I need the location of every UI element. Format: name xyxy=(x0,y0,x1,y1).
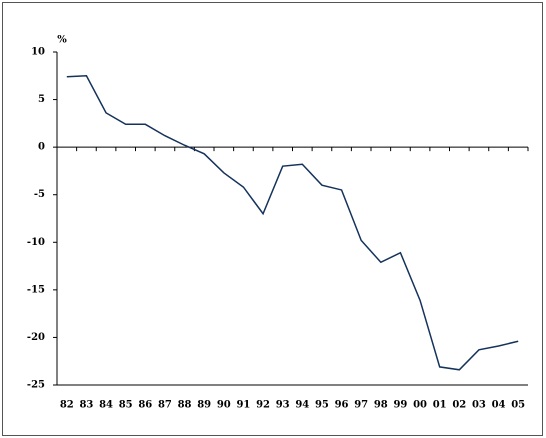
x-tick-label: 93 xyxy=(276,400,290,411)
x-tick-label: 90 xyxy=(217,400,231,411)
x-tick-label: 05 xyxy=(511,400,525,411)
x-tick-label: 02 xyxy=(452,400,466,411)
x-tick-label: 84 xyxy=(99,400,113,411)
x-tick-label: 97 xyxy=(354,400,368,411)
x-tick-label: 86 xyxy=(138,400,152,411)
y-axis-label: % xyxy=(57,35,67,46)
x-tick-label: 98 xyxy=(374,400,388,411)
x-tick-label: 04 xyxy=(492,400,506,411)
x-tick-label: 03 xyxy=(472,400,486,411)
y-tick-label: -25 xyxy=(27,380,45,391)
x-tick-label: 01 xyxy=(433,400,447,411)
y-tick-label: 10 xyxy=(31,47,45,58)
x-tick-label: 87 xyxy=(158,400,172,411)
x-tick-label: 82 xyxy=(60,400,74,411)
data-line xyxy=(66,75,519,371)
x-tick-label: 94 xyxy=(295,400,309,411)
y-tick-label: -10 xyxy=(27,237,45,248)
x-tick-label: 95 xyxy=(315,400,329,411)
x-tick-label: 96 xyxy=(335,400,349,411)
x-tick-label: 99 xyxy=(393,400,407,411)
y-tick-label: 0 xyxy=(38,142,45,153)
x-tick-label: 89 xyxy=(197,400,211,411)
x-tick-label: 91 xyxy=(236,400,250,411)
x-tick-label: 83 xyxy=(79,400,93,411)
x-tick-label: 85 xyxy=(119,400,133,411)
x-tick-label: 92 xyxy=(256,400,270,411)
y-tick-label: -20 xyxy=(27,332,45,343)
x-tick-label: 88 xyxy=(178,400,192,411)
y-tick-label: -15 xyxy=(27,284,45,295)
y-tick-label: 5 xyxy=(38,94,45,105)
y-tick-label: -5 xyxy=(34,189,45,200)
x-tick-label: 00 xyxy=(413,400,427,411)
